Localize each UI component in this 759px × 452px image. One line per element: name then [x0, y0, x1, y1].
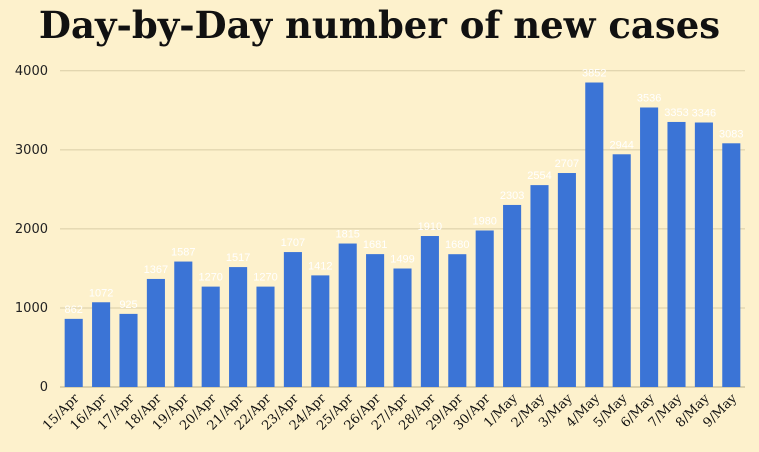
data-label: 2554: [527, 170, 551, 182]
bar: [174, 261, 193, 387]
data-label: 1680: [445, 239, 469, 251]
bar: [64, 318, 83, 387]
bar: [722, 143, 741, 387]
bar: [475, 230, 494, 387]
bar: [585, 82, 604, 387]
bar: [612, 154, 631, 387]
data-label: 3083: [719, 128, 743, 140]
data-label: 1499: [390, 254, 414, 266]
bar: [338, 243, 357, 387]
data-label: 1587: [171, 247, 195, 259]
y-tick-label: 3000: [15, 143, 48, 158]
data-label: 3346: [692, 108, 716, 120]
bar: [667, 121, 686, 387]
bar: [530, 185, 549, 387]
chart-title: Day-by-Day number of new cases: [38, 3, 721, 47]
y-tick-label: 4000: [15, 64, 48, 79]
bar: [201, 286, 220, 387]
bar: [92, 302, 111, 387]
bar: [256, 286, 275, 387]
bar: [146, 278, 165, 387]
data-label: 1517: [226, 252, 250, 264]
data-label: 1980: [472, 215, 496, 227]
data-label: 1072: [89, 287, 113, 299]
bar: [311, 275, 330, 387]
bar: [366, 254, 385, 387]
data-label: 3536: [637, 92, 661, 104]
y-tick-label: 1000: [15, 301, 48, 316]
bar: [283, 252, 302, 387]
bar: [557, 173, 576, 387]
data-label: 1681: [363, 239, 387, 251]
data-label: 925: [119, 299, 137, 311]
data-label: 1707: [281, 237, 305, 249]
data-label: 3852: [582, 68, 606, 80]
data-label: 1910: [418, 221, 442, 233]
bar: [640, 107, 659, 388]
bar: [119, 313, 138, 387]
data-label: 2944: [609, 139, 633, 151]
data-label: 862: [65, 304, 83, 316]
data-label: 3353: [664, 107, 688, 119]
bar: [448, 254, 467, 387]
data-label: 2303: [500, 190, 524, 202]
data-label: 1815: [335, 229, 359, 241]
bar: [503, 204, 522, 387]
bar: [694, 122, 713, 388]
bar: [420, 236, 439, 387]
bar: [393, 268, 412, 387]
data-label: 1270: [253, 272, 277, 284]
data-label: 1270: [198, 272, 222, 284]
bar: [229, 267, 248, 387]
y-tick-label: 2000: [15, 222, 48, 237]
data-label: 2707: [555, 158, 579, 170]
data-label: 1412: [308, 260, 332, 272]
y-tick-label: 0: [40, 380, 48, 395]
data-label: 1367: [144, 264, 168, 276]
